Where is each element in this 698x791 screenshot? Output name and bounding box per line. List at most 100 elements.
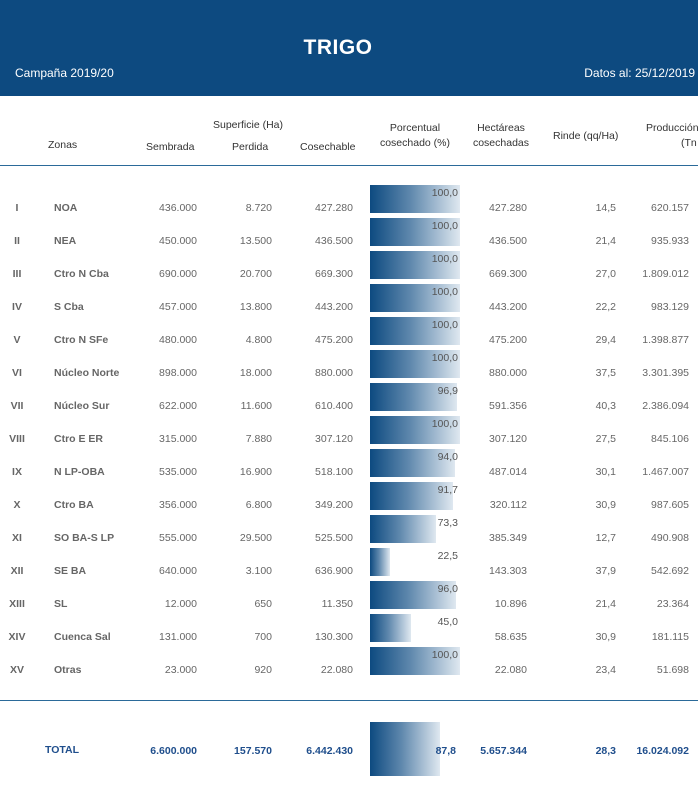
row-zona: Ctro N SFe [54, 334, 109, 346]
pct-label: 100,0 [431, 187, 458, 199]
row-rinde: 27,5 [595, 433, 616, 445]
row-hectareas: 591.356 [489, 400, 527, 412]
row-produccion: 2.386.094 [642, 400, 689, 412]
row-sembrada: 450.000 [159, 235, 197, 247]
col-header-porcentual-2: cosechado (%) [379, 137, 451, 149]
col-header-produccion-2: (Tn [681, 137, 697, 149]
row-number: VIII [9, 433, 25, 445]
row-hectareas: 475.200 [489, 334, 527, 346]
row-produccion: 1.398.877 [642, 334, 689, 346]
row-produccion: 935.933 [651, 235, 689, 247]
row-hectareas: 436.500 [489, 235, 527, 247]
row-cosechable: 518.100 [315, 466, 353, 478]
campaign-label: Campaña 2019/20 [15, 66, 114, 80]
pct-bar-track: 45,0 [370, 614, 460, 642]
row-produccion: 181.115 [651, 631, 689, 643]
row-hectareas: 22.080 [494, 664, 527, 676]
row-produccion: 51.698 [656, 664, 689, 676]
row-zona: S Cba [54, 301, 84, 313]
col-header-rinde: Rinde (qq/Ha) [553, 130, 619, 142]
pct-bar-track: 100,0 [370, 185, 460, 213]
row-zona: NEA [54, 235, 77, 247]
pct-bar-track: 100,0 [370, 317, 460, 345]
row-produccion: 1.467.007 [642, 466, 689, 478]
pct-bar [370, 218, 460, 246]
row-perdida: 4.800 [245, 334, 272, 346]
total-produccion: 16.024.092 [636, 745, 689, 757]
row-perdida: 8.720 [245, 202, 272, 214]
row-produccion: 987.605 [651, 499, 689, 511]
row-rinde: 37,5 [595, 367, 616, 379]
row-number: I [15, 202, 19, 214]
col-header-cosechable: Cosechable [300, 141, 356, 153]
row-rinde: 37,9 [595, 565, 616, 577]
pct-bar [370, 614, 411, 642]
col-header-zonas: Zonas [48, 139, 78, 151]
pct-bar-track: 100,0 [370, 218, 460, 246]
col-header-hectareas-1: Hectáreas [477, 122, 525, 134]
report-header: TRIGO Campaña 2019/20 Datos al: 25/12/20… [0, 0, 698, 96]
row-cosechable: 525.500 [315, 532, 353, 544]
row-zona: Otras [54, 664, 82, 676]
row-zona: NOA [54, 202, 78, 214]
pct-label: 22,5 [437, 550, 458, 562]
row-rinde: 22,2 [595, 301, 616, 313]
pct-bar [370, 185, 460, 213]
row-produccion: 3.301.395 [642, 367, 689, 379]
pct-bar-track: 96,0 [370, 581, 460, 609]
row-sembrada: 12.000 [164, 598, 197, 610]
page-title: TRIGO [303, 36, 373, 59]
row-hectareas: 669.300 [489, 268, 527, 280]
total-hectareas: 5.657.344 [480, 745, 527, 757]
row-number: II [14, 235, 20, 247]
row-cosechable: 669.300 [315, 268, 353, 280]
row-sembrada: 622.000 [159, 400, 197, 412]
total-perdida: 157.570 [234, 745, 272, 757]
pct-bar-track: 100,0 [370, 251, 460, 279]
pct-bar [370, 515, 436, 543]
row-number: V [13, 334, 21, 346]
row-sembrada: 555.000 [159, 532, 197, 544]
pct-label: 100,0 [431, 352, 458, 364]
row-cosechable: 880.000 [315, 367, 353, 379]
row-sembrada: 436.000 [159, 202, 197, 214]
row-rinde: 21,4 [595, 598, 616, 610]
row-produccion: 1.809.012 [642, 268, 689, 280]
row-produccion: 620.157 [651, 202, 689, 214]
row-rinde: 23,4 [595, 664, 616, 676]
row-number: XIV [8, 631, 26, 643]
row-rinde: 40,3 [595, 400, 616, 412]
row-cosechable: 349.200 [315, 499, 353, 511]
row-perdida: 6.800 [245, 499, 272, 511]
row-cosechable: 636.900 [315, 565, 353, 577]
row-number: XI [12, 532, 22, 544]
pct-label: 96,0 [437, 583, 458, 595]
row-rinde: 29,4 [595, 334, 616, 346]
row-sembrada: 535.000 [159, 466, 197, 478]
row-produccion: 983.129 [651, 301, 689, 313]
row-rinde: 30,1 [595, 466, 616, 478]
row-cosechable: 443.200 [315, 301, 353, 313]
pct-label: 100,0 [431, 418, 458, 430]
total-divider [0, 700, 698, 701]
row-cosechable: 475.200 [315, 334, 353, 346]
pct-bar [370, 647, 460, 675]
row-zona: SE BA [54, 565, 87, 577]
pct-bar-track: 96,9 [370, 383, 460, 411]
row-sembrada: 315.000 [159, 433, 197, 445]
row-sembrada: 356.000 [159, 499, 197, 511]
row-hectareas: 143.303 [489, 565, 527, 577]
row-sembrada: 480.000 [159, 334, 197, 346]
pct-label: 100,0 [431, 286, 458, 298]
pct-bar [370, 581, 457, 609]
row-number: XIII [9, 598, 25, 610]
row-perdida: 13.500 [239, 235, 272, 247]
row-sembrada: 690.000 [159, 268, 197, 280]
pct-bar [370, 251, 460, 279]
row-number: XII [10, 565, 24, 577]
pct-bar-track: 100,0 [370, 647, 460, 675]
row-hectareas: 385.349 [489, 532, 527, 544]
col-header-produccion-1: Producción [646, 122, 698, 134]
row-perdida: 20.700 [239, 268, 272, 280]
row-zona: N LP-OBA [54, 466, 105, 478]
